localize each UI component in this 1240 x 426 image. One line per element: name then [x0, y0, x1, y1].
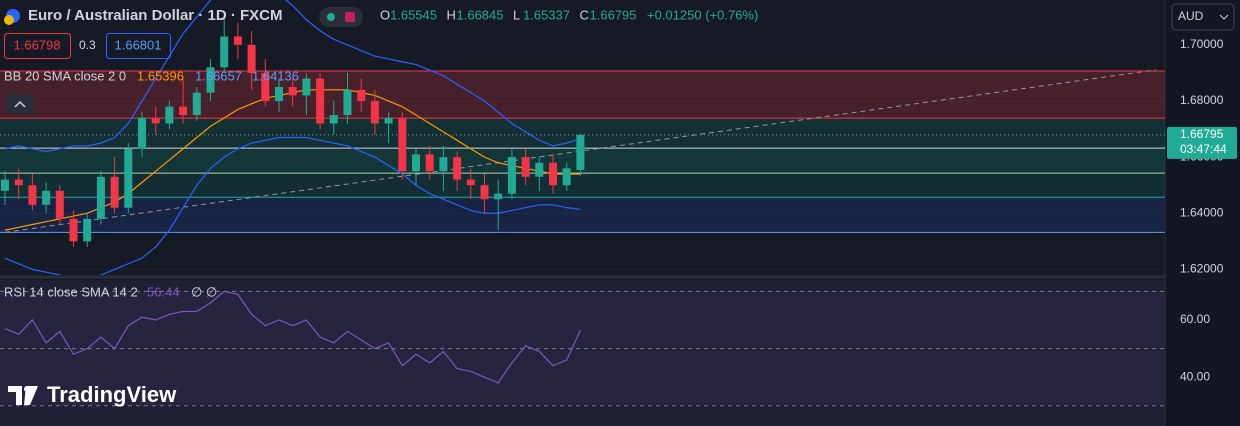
collapse-icon [14, 100, 26, 108]
candle-body [439, 157, 448, 172]
rsi-bg [0, 280, 1165, 426]
bb-label: BB 20 SMA close 2 0 [4, 68, 126, 83]
status-pill[interactable] [319, 7, 363, 27]
ohlc-value: 1.66795 [590, 7, 637, 22]
price-layers [0, 0, 1165, 275]
candle-body [535, 162, 544, 177]
candle-body [42, 190, 51, 205]
rsi-extra: ∅ ∅ [191, 284, 217, 299]
candle-body [494, 193, 503, 200]
rsi-pane: 40.00 60.00 [0, 290, 1210, 407]
candle-body [453, 157, 462, 180]
candle-body [261, 72, 270, 102]
rsi-value: 56.44 [147, 284, 180, 299]
candle-body [179, 106, 188, 116]
change: +0.01250 (+0.76%) [647, 7, 758, 22]
status-icon [345, 12, 355, 22]
bb-basis: 1.65396 [137, 68, 184, 83]
y-tick-label: 1.70000 [1180, 37, 1224, 51]
y-tick-label: 60.00 [1180, 312, 1210, 326]
ohlc-key: O [380, 7, 390, 22]
price-tag [1167, 126, 1237, 159]
candle-body [1, 179, 9, 191]
candle-body [562, 168, 571, 186]
candle-body [329, 115, 338, 124]
bb-line [4, 0, 581, 153]
candle-body [124, 148, 133, 208]
currency: AUD [1178, 9, 1204, 23]
ask: 1.66801 [115, 37, 162, 52]
rsi-line [4, 290, 581, 384]
candle-body [151, 117, 160, 124]
y-tick-label: 1.68000 [1180, 93, 1224, 107]
candle-body [233, 36, 242, 45]
ohlc-legend: O 1.65545 H 1.66845 L 1.65337 C 1.66795 [380, 7, 637, 22]
candle-body [275, 86, 283, 102]
candle-body [576, 134, 585, 170]
dropdown-caret [1219, 14, 1229, 20]
price-tag-value: 1.66795 [1180, 127, 1224, 141]
logo-mark [8, 386, 38, 405]
symbol-title: Euro / Australian Dollar · 1D · FXCM [28, 7, 282, 24]
sell-box[interactable] [4, 33, 71, 59]
candle-body [206, 67, 215, 93]
candle-body [480, 185, 489, 200]
candle-body [412, 154, 420, 172]
candle-body [521, 157, 530, 177]
bb-upper: 1.66657 [195, 68, 242, 83]
bb-lower: 1.64136 [252, 68, 299, 83]
candle-body [549, 162, 557, 186]
candle-body [28, 185, 37, 205]
logo-mark [24, 386, 30, 392]
price-tag-countdown: 03:47:44 [1180, 142, 1227, 156]
currency-dropdown[interactable] [1171, 3, 1235, 31]
ohlc-key: C [580, 7, 589, 22]
candle-body [110, 176, 119, 208]
candle-body [357, 89, 366, 102]
ohlc-key: L [513, 7, 520, 22]
candle-body [316, 78, 325, 124]
level-zone [0, 173, 1165, 198]
y-tick-label: 1.62000 [1180, 262, 1224, 276]
candle-body [384, 117, 393, 124]
candle-body [55, 190, 64, 219]
logo-text: TradingView [47, 382, 177, 407]
candle-body [425, 154, 434, 172]
buy-box[interactable] [106, 33, 171, 59]
ohlc-value: 1.66845 [457, 7, 504, 22]
candle-body [247, 44, 256, 73]
rsi-label: RSI 14 close SMA 14 2 [4, 284, 138, 299]
candle-body [288, 86, 297, 96]
rsi-layers [0, 290, 1165, 407]
y-tick-label: 40.00 [1180, 369, 1210, 383]
candle-body [370, 101, 379, 124]
ohlc-key: H [447, 7, 456, 22]
trend-line [4, 69, 1156, 233]
candle-body [165, 106, 174, 124]
candle-body [507, 157, 516, 194]
y-tick-label: 1.64000 [1180, 205, 1224, 219]
symbol-icon [4, 15, 14, 25]
candle-body [138, 117, 146, 149]
spread: 0.3 [79, 38, 96, 52]
candle-body [466, 179, 475, 186]
candle-body [69, 218, 78, 242]
candle-body [302, 78, 311, 96]
collapse-button[interactable] [6, 94, 34, 114]
candle-body [192, 92, 201, 116]
candle-body [14, 179, 23, 186]
ohlc-value: 1.65545 [390, 7, 437, 22]
candle-body [343, 89, 352, 116]
price-pane: 1.620001.640001.660001.680001.700001.667… [0, 0, 1237, 276]
candle-body [83, 218, 92, 242]
candle-body [220, 36, 229, 68]
ohlc-value: 1.65337 [523, 7, 570, 22]
candle-body [96, 176, 105, 219]
level-zone [0, 197, 1165, 233]
bid: 1.66798 [14, 37, 61, 52]
candle-body [398, 117, 407, 172]
status-dot [327, 13, 335, 21]
